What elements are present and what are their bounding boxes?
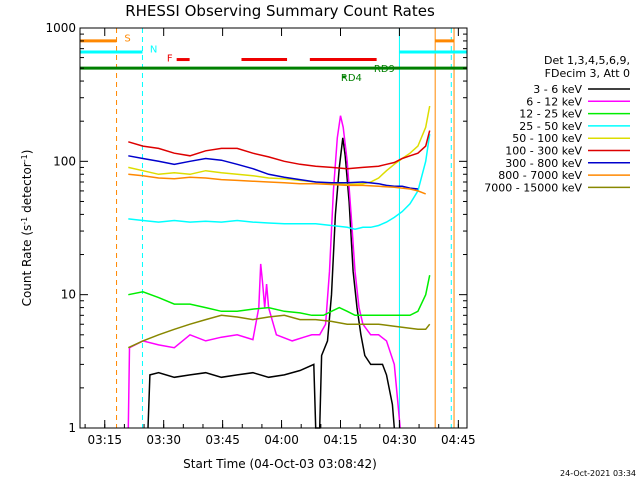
legend-label-2: 12 - 25 keV: [519, 108, 582, 121]
rd4-marker: [342, 75, 346, 79]
y-tick-label-2: 100: [53, 154, 76, 168]
x-tick-label-0: 03:15: [87, 433, 122, 447]
legend-label-4: 50 - 100 keV: [512, 132, 582, 145]
series-line-2: [128, 275, 431, 317]
x-axis: 03:15 03:30 03:45 04:00 04:15 04:30 04:45: [84, 28, 476, 447]
chart-title: RHESSI Observing Summary Count Rates: [125, 2, 435, 20]
y-tick-label-0: 1: [68, 421, 76, 435]
series-line-1: [127, 115, 401, 429]
legend-label-6: 300 - 800 keV: [505, 157, 582, 170]
legend-label-7: 800 - 7000 keV: [498, 169, 582, 182]
flag-label-2: F: [167, 54, 173, 65]
legend-header-line2: FDecim 3, Att 0: [545, 67, 630, 80]
y-tick-label-1: 10: [61, 288, 76, 302]
y-axis: 1 10 100 1000: [45, 21, 467, 435]
x-tick-label-2: 03:45: [205, 433, 240, 447]
y-axis-label: Count Rate (s-1 detector-1): [20, 150, 34, 307]
flag-bars: S NF RD9 RD4: [80, 33, 467, 84]
y-axis-label-sup2: -1: [20, 154, 29, 162]
y-tick-label-3: 1000: [45, 21, 76, 35]
x-tick-label-4: 04:15: [323, 433, 358, 447]
series-line-3: [128, 133, 431, 230]
plot-frame: [79, 27, 468, 429]
x-tick-label-5: 04:30: [382, 433, 417, 447]
x-tick-label-6: 04:45: [441, 433, 476, 447]
y-axis-label-start: Count Rate (s: [20, 225, 34, 307]
series-line-8: [127, 314, 431, 349]
legend-label-3: 25 - 50 keV: [519, 120, 582, 133]
flag-label-0: S: [124, 33, 130, 44]
y-axis-label-end: ): [20, 150, 34, 155]
series-line-0: [147, 137, 396, 429]
legend: Det 1,3,4,5,6,9, FDecim 3, Att 0 3 - 6 k…: [484, 54, 630, 194]
legend-label-0: 3 - 6 keV: [533, 83, 582, 96]
legend-label-5: 100 - 300 keV: [505, 145, 582, 158]
x-tick-label-3: 04:00: [264, 433, 299, 447]
x-tick-label-1: 03:30: [146, 433, 181, 447]
legend-label-8: 7000 - 15000 keV: [484, 181, 582, 194]
flag-label-4: RD4: [341, 73, 362, 84]
y-axis-label-mid: detector: [20, 162, 34, 217]
flag-label-1: N: [150, 45, 157, 56]
series-line-7: [128, 173, 426, 195]
series-line-5: [128, 130, 431, 170]
legend-label-1: 6 - 12 keV: [526, 95, 582, 108]
x-axis-label: Start Time (04-Oct-03 03:08:42): [183, 457, 377, 471]
series-line-6: [128, 155, 418, 190]
series-lines: [127, 105, 431, 429]
y-axis-label-sup1: -1: [20, 217, 29, 225]
flag-label-3: RD9: [374, 64, 395, 75]
legend-header-line1: Det 1,3,4,5,6,9,: [544, 54, 630, 67]
footer-date: 24-Oct-2021 03:34: [560, 469, 636, 478]
vertical-markers: [116, 28, 455, 428]
